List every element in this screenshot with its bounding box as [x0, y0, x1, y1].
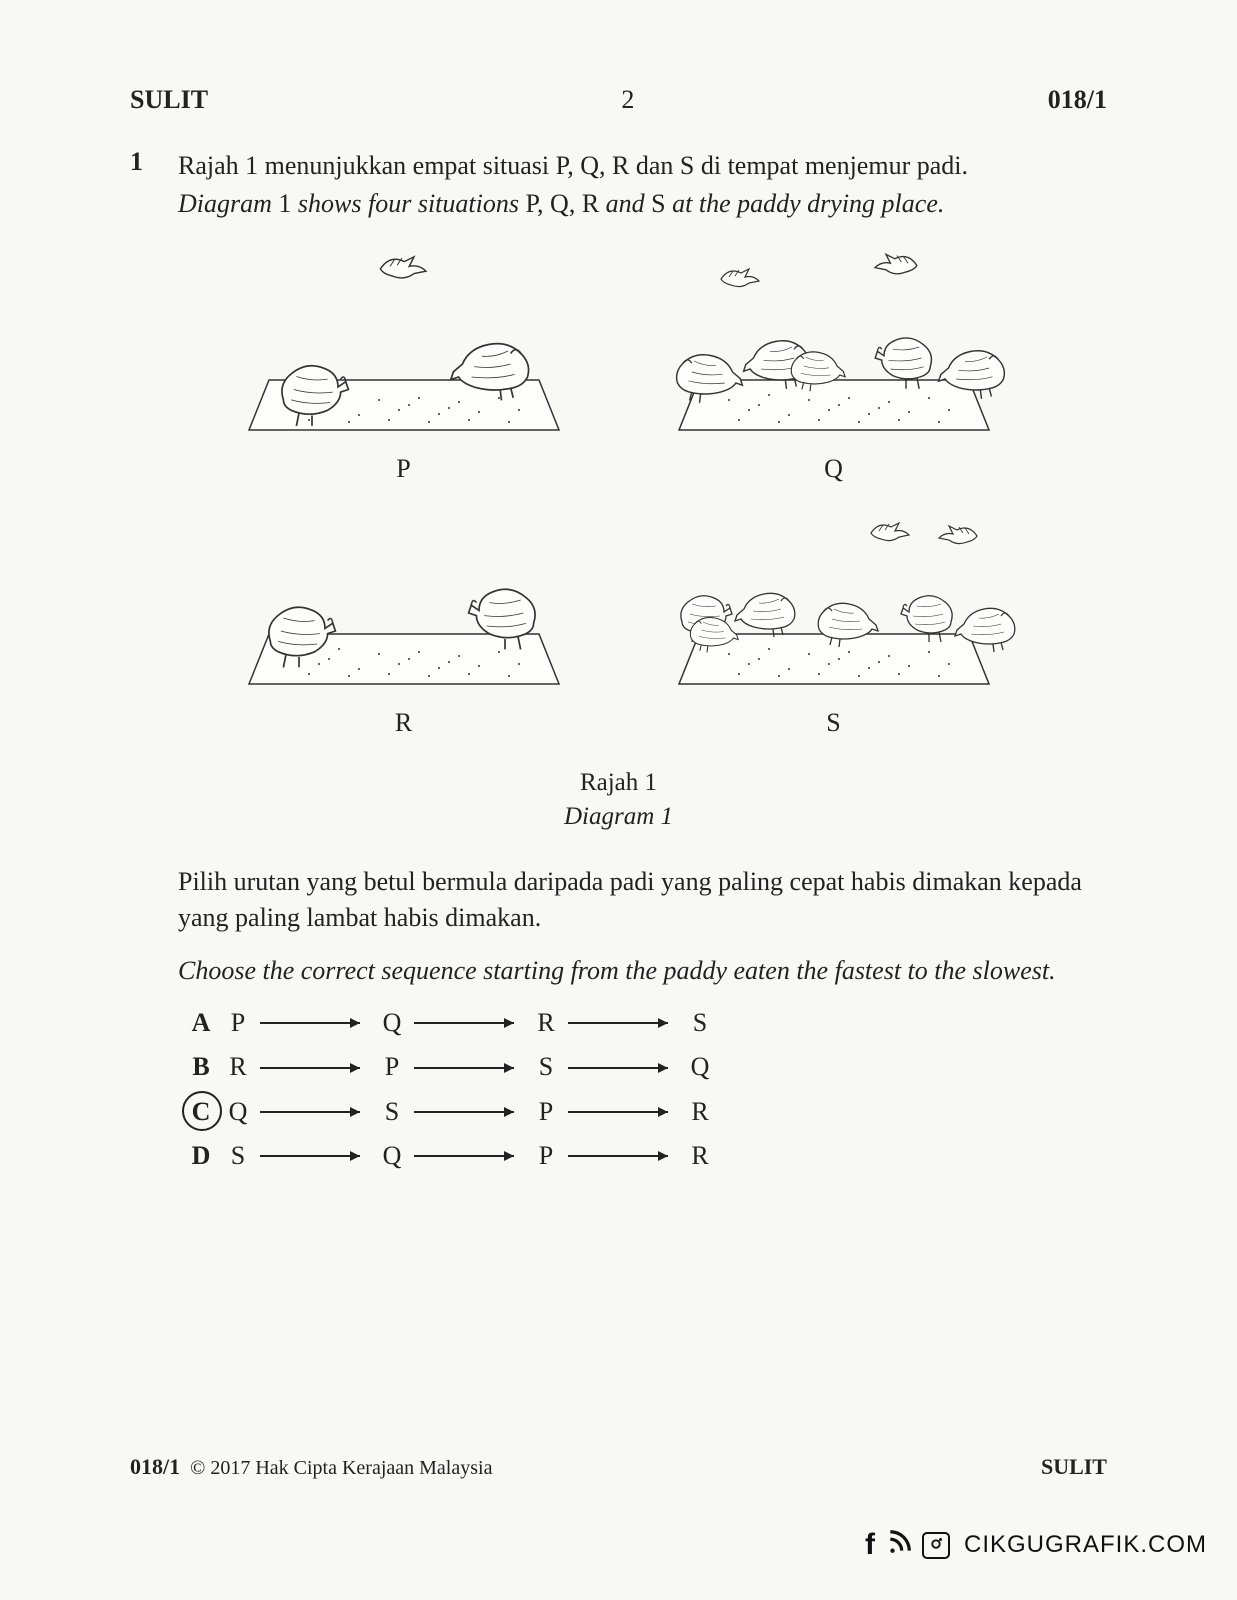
- diagram-grid: P Q R: [209, 240, 1029, 738]
- question-text-en: Diagram 1 shows four situations P, Q, R …: [178, 185, 1107, 223]
- answer-options: A P Q R S B R P S Q C: [178, 1005, 1107, 1175]
- diagram-r: R: [209, 514, 599, 738]
- diagram-label-s: S: [639, 708, 1029, 738]
- option-c[interactable]: C Q S P R: [178, 1094, 1107, 1130]
- instruction-bm: Pilih urutan yang betul bermula daripada…: [178, 864, 1107, 937]
- diagram-label-p: P: [209, 454, 599, 484]
- header-left: SULIT: [130, 85, 208, 115]
- facebook-icon: f: [865, 1528, 876, 1562]
- rss-icon: [886, 1529, 912, 1562]
- question-block: 1 Rajah 1 menunjukkan empat situasi P, Q…: [130, 147, 1107, 222]
- option-b[interactable]: B R P S Q: [178, 1049, 1107, 1085]
- question-number: 1: [130, 147, 178, 222]
- diagram-p: P: [209, 240, 599, 484]
- caption-en: Diagram 1: [130, 800, 1107, 834]
- diagram-label-q: Q: [639, 454, 1029, 484]
- instagram-icon: [922, 1532, 950, 1559]
- option-label-d: D: [178, 1138, 224, 1174]
- page-header: SULIT 2 018/1: [130, 85, 1107, 115]
- page-footer: 018/1 © 2017 Hak Cipta Kerajaan Malaysia…: [130, 1454, 1107, 1480]
- diagram-s: S: [639, 514, 1029, 738]
- option-a[interactable]: A P Q R S: [178, 1005, 1107, 1041]
- diagram-q: Q: [639, 240, 1029, 484]
- watermark: f CIKGUGRAFIK.COM: [865, 1528, 1207, 1562]
- option-d[interactable]: D S Q P R: [178, 1138, 1107, 1174]
- page-number: 2: [621, 85, 634, 115]
- watermark-text: CIKGUGRAFIK.COM: [964, 1531, 1207, 1559]
- footer-right: SULIT: [1041, 1454, 1107, 1480]
- option-label-b: B: [178, 1049, 224, 1085]
- option-label-a: A: [178, 1005, 224, 1041]
- diagram-caption: Rajah 1 Diagram 1: [130, 766, 1107, 834]
- question-text-bm: Rajah 1 menunjukkan empat situasi P, Q, …: [178, 147, 1107, 185]
- option-label-c: C: [178, 1094, 224, 1130]
- header-right: 018/1: [1048, 85, 1107, 115]
- caption-bm: Rajah 1: [130, 766, 1107, 800]
- instruction-en: Choose the correct sequence starting fro…: [178, 953, 1107, 989]
- diagram-label-r: R: [209, 708, 599, 738]
- footer-left: 018/1 © 2017 Hak Cipta Kerajaan Malaysia: [130, 1454, 492, 1480]
